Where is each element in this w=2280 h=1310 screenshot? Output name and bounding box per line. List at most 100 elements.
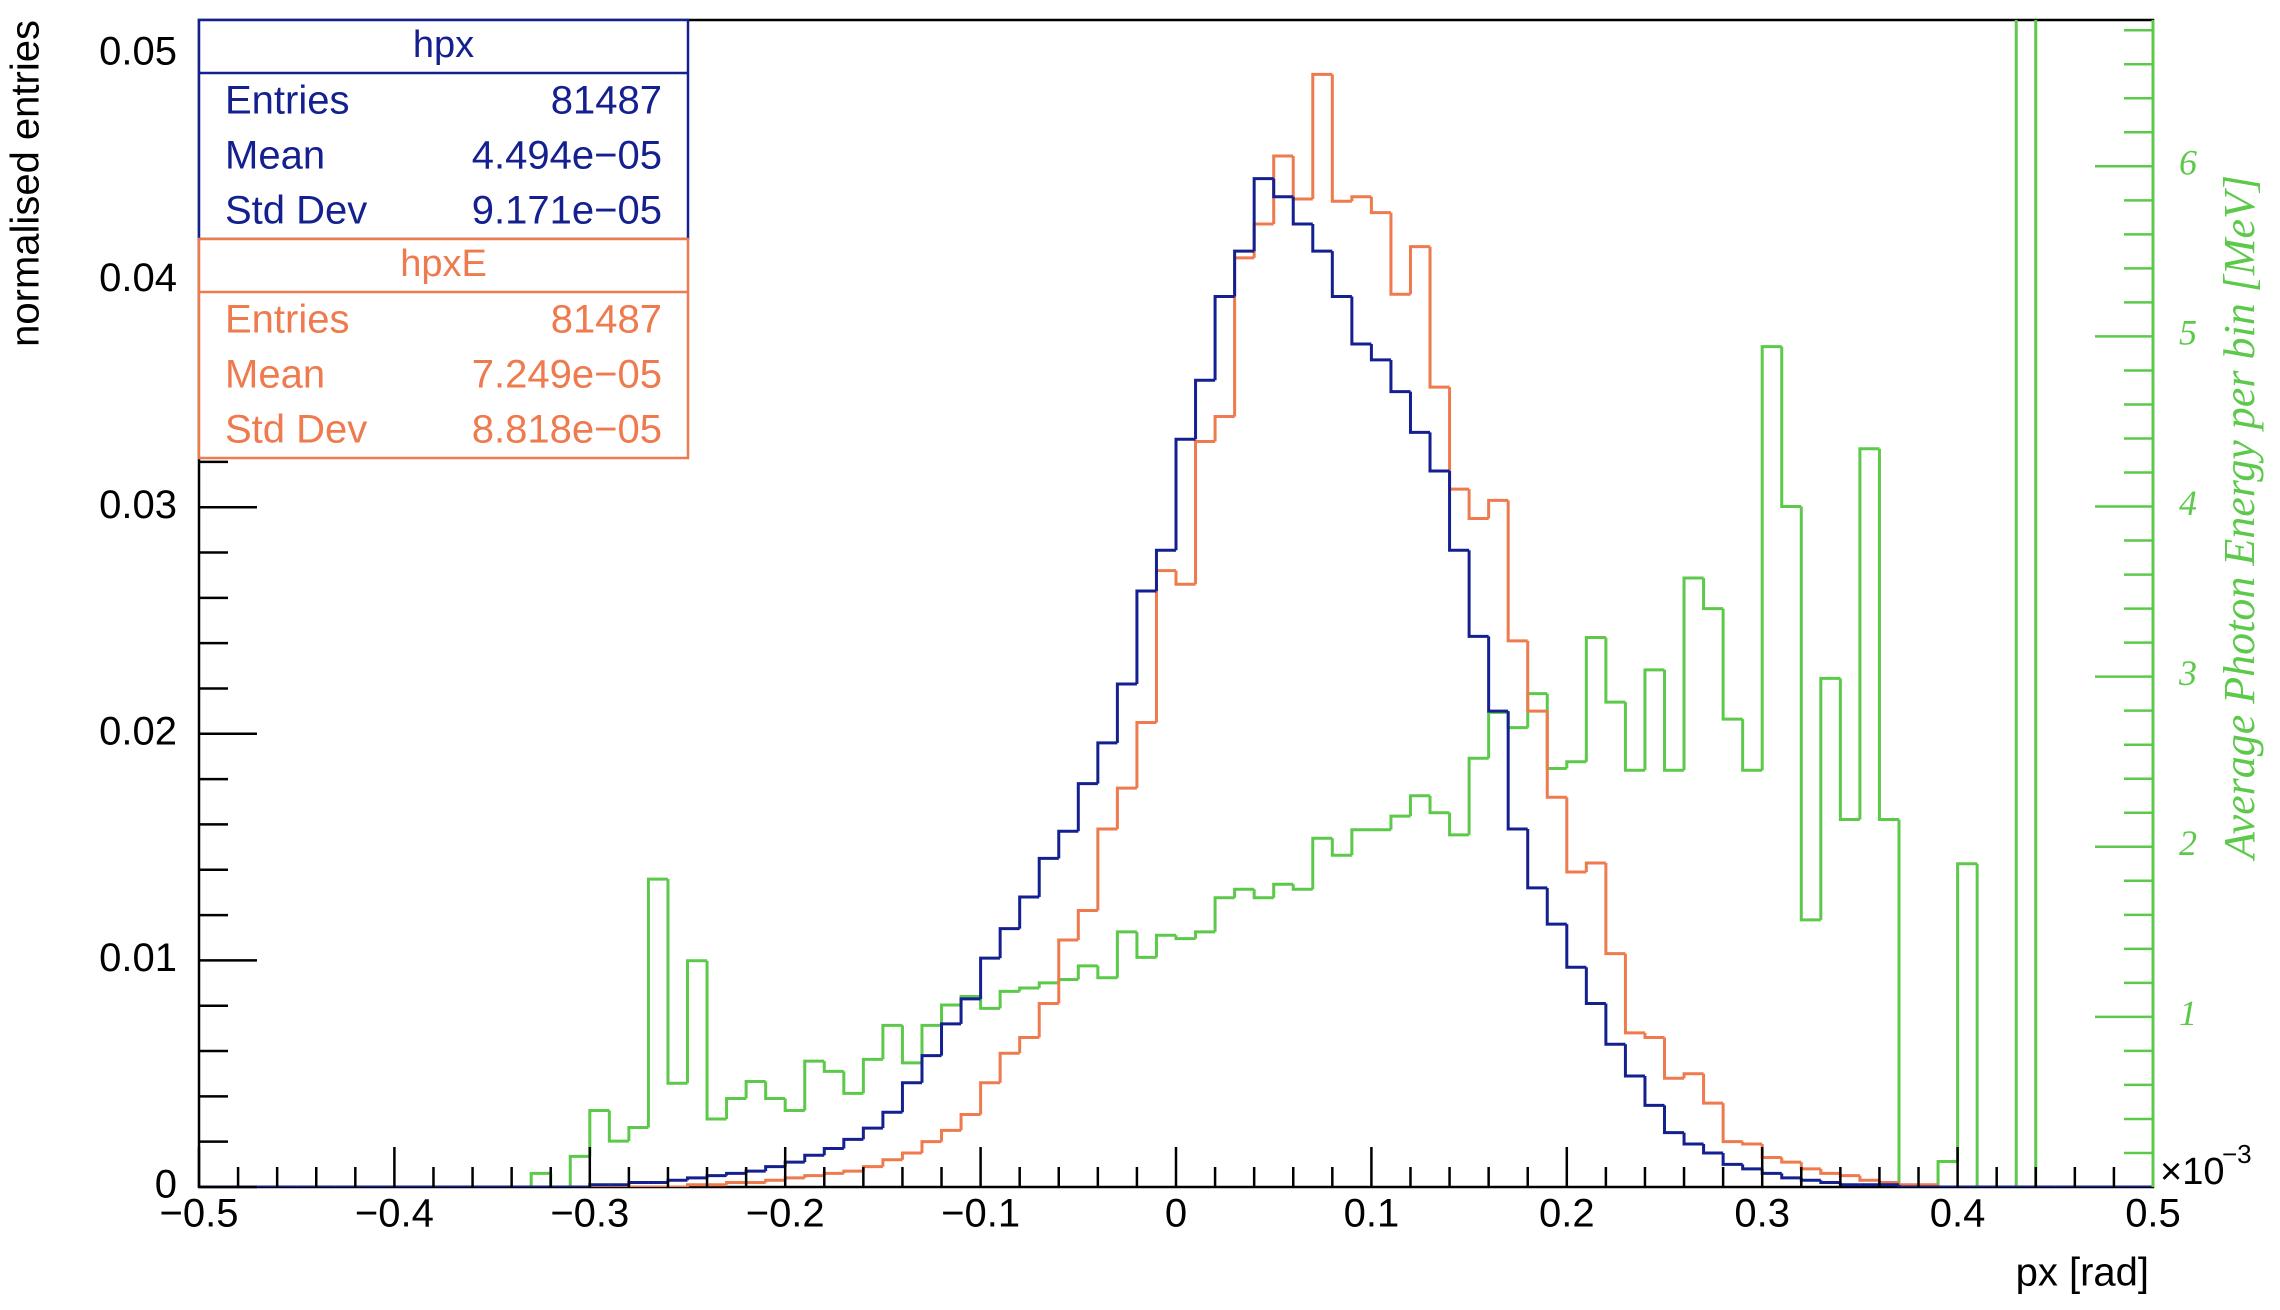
histogram-bin: [1487, 636, 1509, 713]
histogram-bin: [744, 1080, 766, 1099]
histogram-bin: [1721, 608, 1743, 721]
histogram-bin: [822, 1146, 844, 1156]
histogram-bin: [1096, 827, 1118, 911]
x-tick-label: −0.5: [160, 1192, 239, 1236]
histogram-bin: [1096, 741, 1118, 784]
histogram-bin: [861, 1165, 883, 1172]
histogram-bin: [1233, 887, 1255, 898]
histogram-bin: [1448, 387, 1470, 491]
y-axis-title: normalised entries: [4, 20, 48, 347]
histogram-bin: [1174, 935, 1196, 941]
histogram-bin: [627, 1180, 649, 1185]
stats-label: Mean: [225, 353, 325, 397]
histogram-bin: [1663, 1037, 1685, 1080]
histogram-bin: [1311, 223, 1333, 253]
histogram-bin: [920, 1054, 942, 1083]
histogram-bin: [861, 1057, 883, 1094]
stats-value: 7.249e−05: [472, 353, 662, 397]
y-tick-label: 0: [155, 1163, 177, 1207]
y2-exponent: −3: [2222, 1139, 2252, 1169]
histogram-bin: [822, 1061, 844, 1073]
histogram-bin: [1115, 786, 1137, 829]
histogram-bin: [842, 1071, 864, 1095]
histogram-bin: [1838, 678, 1860, 822]
histogram-bin: [783, 1160, 805, 1167]
histogram-bin: [1741, 1164, 1763, 1171]
histogram-bin: [1408, 391, 1431, 434]
histogram-bin: [920, 1140, 942, 1154]
histogram-bin: [979, 996, 1001, 1010]
histogram-bin: [1350, 195, 1372, 202]
stats-value: 8.818e−05: [472, 408, 662, 452]
histogram-bin: [1936, 1184, 1958, 1187]
histogram-bin: [1897, 819, 1919, 1187]
histogram-bin: [1623, 953, 1645, 1035]
x-axis-title: px [rad]: [2016, 1251, 2149, 1295]
histogram-bin: [1702, 1143, 1724, 1155]
histogram-bin: [1526, 828, 1548, 890]
histogram-bin: [1428, 795, 1450, 815]
histogram-bin: [1076, 964, 1098, 980]
y-tick-label: 0.02: [99, 709, 177, 753]
histogram-bin: [1682, 1132, 1704, 1146]
histogram-bin: [2014, 20, 2018, 1187]
histogram-bin: [861, 1126, 883, 1140]
histogram-bin: [1311, 836, 1333, 890]
histogram-bin: [1663, 1105, 1685, 1135]
histogram-bin: [1389, 212, 1411, 296]
stats-label: Mean: [225, 134, 325, 178]
stats-box: [197, 18, 690, 241]
histogram-bin: [1272, 154, 1294, 224]
histogram-bin: [1389, 814, 1411, 830]
y2-tick-label: 4: [2179, 483, 2197, 523]
histogram-bin: [764, 1081, 786, 1101]
histogram-bin: [1154, 933, 1176, 958]
histogram-bin: [607, 1110, 629, 1143]
histogram-bin: [1858, 1175, 1880, 1182]
histogram-bin: [1838, 1182, 1860, 1187]
histogram-bin: [1252, 222, 1274, 258]
histogram-bin: [940, 1003, 962, 1026]
histogram-bin: [1233, 249, 1255, 297]
stats-label: Entries: [225, 79, 350, 123]
stats-label: Entries: [225, 298, 350, 342]
x-tick-label: 0.5: [2125, 1192, 2181, 1236]
histogram-bin: [1838, 1173, 1860, 1178]
histogram-bin: [686, 1183, 708, 1187]
histogram-bin: [1506, 712, 1528, 730]
histogram-bin: [1643, 1075, 1665, 1107]
histogram-bin: [1115, 930, 1137, 978]
histogram-bin: [1291, 884, 1313, 891]
histogram-bin: [1018, 1035, 1040, 1054]
y2-tick-label: 1: [2179, 993, 2197, 1033]
histogram-bin: [1037, 1001, 1059, 1038]
histogram-bin: [1389, 359, 1411, 394]
histogram-bin: [1897, 1182, 1919, 1187]
histogram-bin: [705, 1174, 727, 1178]
histogram-bin: [803, 1059, 825, 1111]
stats-value: 81487: [551, 298, 662, 342]
histogram-bin: [1350, 828, 1372, 856]
histogram-bin: [1819, 1180, 1841, 1184]
histogram-bin: [900, 1151, 922, 1160]
y2-tick-label: 6: [2179, 143, 2197, 183]
histogram-bin: [803, 1174, 825, 1178]
histogram-bin: [1682, 1072, 1704, 1079]
histogram-bin: [1565, 924, 1587, 969]
histogram-bin: [1467, 756, 1489, 835]
histogram-bin: [1448, 470, 1470, 552]
histogram-bin: [1956, 862, 1978, 1162]
x-tick-label: −0.1: [941, 1192, 1020, 1236]
histogram-bin: [627, 1125, 649, 1142]
stats-box: [197, 237, 690, 460]
histogram-bin: [1330, 74, 1352, 203]
stats-label: Std Dev: [225, 189, 367, 233]
x-tick-label: −0.2: [746, 1192, 825, 1236]
histogram-bin: [1799, 1177, 1821, 1182]
histogram-bin: [1721, 1153, 1743, 1166]
histogram-bin: [940, 1022, 962, 1056]
histogram-bin: [1623, 1044, 1645, 1078]
histogram-bin: [881, 1158, 903, 1167]
histogram-bin: [1194, 439, 1216, 585]
histogram-bin: [1897, 1184, 1919, 1187]
